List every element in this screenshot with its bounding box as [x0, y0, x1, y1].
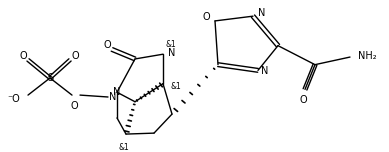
- Text: S: S: [47, 73, 53, 83]
- Text: NH₂: NH₂: [358, 51, 377, 61]
- Text: N: N: [258, 8, 265, 18]
- Text: ⁻O: ⁻O: [7, 94, 20, 104]
- Text: O: O: [19, 51, 27, 61]
- Text: O: O: [202, 12, 210, 22]
- Text: O: O: [70, 101, 78, 111]
- Text: N: N: [109, 92, 117, 102]
- Text: &1: &1: [166, 40, 177, 49]
- Text: &1: &1: [171, 82, 182, 91]
- Text: O: O: [71, 51, 79, 61]
- Text: &1: &1: [119, 143, 130, 152]
- Text: O: O: [299, 95, 307, 105]
- Text: N: N: [261, 66, 268, 76]
- Text: N: N: [113, 87, 121, 97]
- Text: O: O: [103, 40, 111, 50]
- Text: N: N: [168, 48, 175, 58]
